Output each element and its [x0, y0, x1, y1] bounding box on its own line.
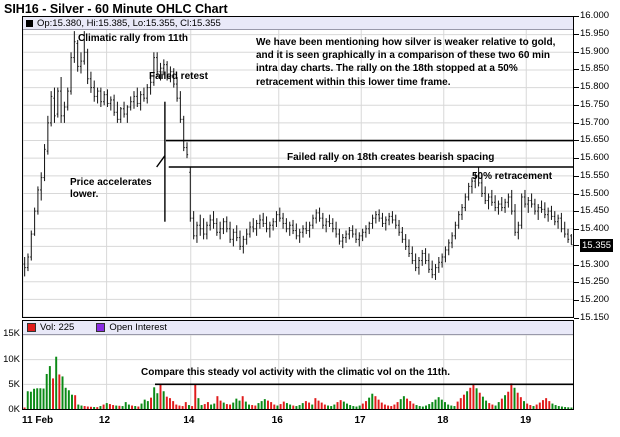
price-axis-tick — [574, 51, 579, 53]
price-axis-tick — [574, 69, 579, 71]
price-axis-tick — [574, 175, 579, 177]
price-axis-label: 15.250 — [580, 276, 610, 288]
page-title: SIH16 - Silver - 60 Minute OHLC Chart — [4, 2, 228, 16]
price-axis-tick — [574, 158, 579, 160]
price-axis-label: 15.150 — [580, 312, 610, 323]
price-axis-tick — [574, 16, 579, 17]
price-axis-label: 15.400 — [580, 223, 610, 235]
x-axis-label: 18 — [437, 415, 449, 426]
annotation-commentary: We have been mentioning how silver is we… — [256, 37, 556, 88]
price-axis-label: 15.800 — [580, 81, 610, 93]
price-axis-label: 15.600 — [580, 152, 610, 164]
volume-chart-svg — [23, 321, 573, 409]
price-axis-label: 15.450 — [580, 205, 610, 217]
ohlc-info-bar: Op:15.380, Hi:15.385, Lo:15.355, Cl:15.3… — [23, 17, 573, 30]
price-axis-label: 15.550 — [580, 169, 610, 181]
volume-legend: Vol: 225 Open Interest — [23, 321, 573, 335]
price-chart-svg — [23, 17, 573, 317]
x-axis-label: 16 — [271, 415, 283, 426]
price-axis-label: 15.300 — [580, 258, 610, 270]
volume-axis-label: 10K — [3, 353, 20, 365]
x-axis-label: 19 — [520, 415, 532, 426]
price-axis-tick — [574, 33, 579, 35]
x-axis-label: 12 — [98, 415, 111, 426]
legend-volume-label: Vol: 225 — [40, 322, 75, 333]
annotation-volume-compare: Compare this steady vol activity with th… — [141, 367, 450, 378]
volume-axis-label: 0K — [8, 404, 20, 415]
ohlc-values: Op:15.380, Hi:15.385, Lo:15.355, Cl:15.3… — [37, 17, 221, 29]
price-axis-tick — [574, 140, 579, 142]
open-interest-swatch-icon — [96, 323, 106, 332]
volume-chart-pane: Vol: 225 Open Interest — [22, 320, 574, 410]
price-axis-tick — [574, 282, 579, 284]
volume-axis-label: 5K — [8, 378, 20, 390]
price-axis-tick — [574, 211, 579, 213]
price-axis-tick — [574, 264, 579, 266]
annotation-price-accelerates: Price accelerates lower. — [70, 177, 152, 200]
price-axis-label: 15.700 — [580, 116, 610, 128]
price-axis-tick — [574, 193, 579, 195]
price-chart-pane: Op:15.380, Hi:15.385, Lo:15.355, Cl:15.3… — [22, 16, 574, 318]
price-axis-tick — [574, 229, 579, 231]
legend-open-interest-label: Open Interest — [109, 322, 167, 333]
x-axis-label: 17 — [354, 415, 366, 426]
price-axis-tick — [574, 87, 579, 89]
price-axis-label: 16.000 — [580, 10, 610, 21]
price-axis-label: 15.900 — [580, 45, 610, 57]
annotation-failed-retest: Failed retest — [149, 71, 208, 82]
price-axis-tick — [574, 104, 579, 106]
price-axis-label: 15.650 — [580, 134, 610, 146]
price-axis-tick — [574, 245, 579, 247]
price-axis-tick — [574, 122, 579, 124]
price-axis-label: 15.750 — [580, 98, 610, 110]
legend-open-interest: Open Interest — [96, 322, 167, 333]
legend-volume: Vol: 225 — [27, 322, 74, 333]
price-axis-label: 15.200 — [580, 294, 610, 306]
x-axis-label: 11 Feb — [22, 415, 54, 426]
price-axis-tick — [574, 300, 579, 302]
price-axis-current-label: 15.355 — [580, 239, 614, 253]
price-axis-label: 15.850 — [580, 63, 610, 75]
ohlc-marker-icon — [26, 19, 33, 27]
volume-swatch-icon — [27, 323, 36, 332]
volume-axis-label: 15K — [3, 328, 20, 340]
price-axis-label: 15.950 — [580, 27, 610, 39]
annotation-failed-rally: Failed rally on 18th creates bearish spa… — [287, 152, 495, 163]
price-axis-tick — [574, 318, 579, 319]
annotation-climatic-rally: Climatic rally from 11th — [78, 33, 189, 44]
annotation-50-retracement: 50% retracement — [472, 171, 553, 182]
x-axis-label: 14 — [183, 415, 195, 426]
price-axis-label: 15.500 — [580, 187, 610, 199]
